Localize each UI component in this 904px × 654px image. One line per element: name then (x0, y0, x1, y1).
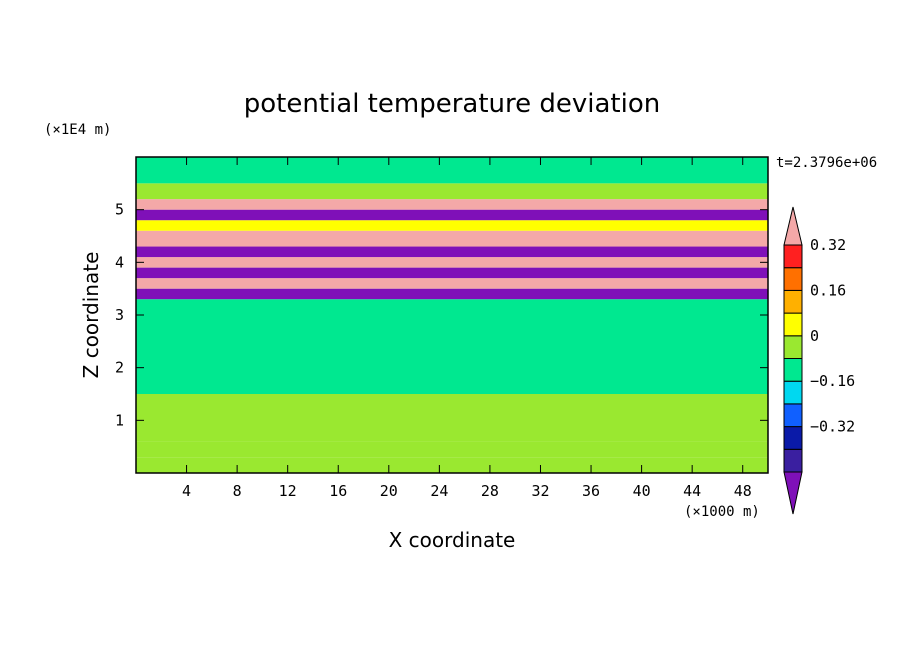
colorbar-tick-label: 0.16 (810, 281, 846, 299)
colorbar-swatch (783, 267, 803, 291)
heatmap-band (136, 394, 768, 442)
heatmap-band (136, 288, 768, 300)
heatmap-band (136, 267, 768, 279)
colorbar-swatch (783, 244, 803, 269)
colorbar-tick-label: −0.16 (810, 372, 855, 390)
x-tick-label: 12 (279, 482, 297, 500)
x-tick-label: 36 (582, 482, 600, 500)
heatmap-band (136, 457, 768, 473)
colorbar-swatch (783, 380, 803, 405)
y-axis: 1 2 3 4 5 (115, 201, 768, 429)
colorbar-swatch (783, 426, 803, 450)
x-tick-label: 24 (430, 482, 448, 500)
x-tick-label: 32 (531, 482, 549, 500)
y-axis-label: Z coordinate (79, 252, 103, 379)
colorbar-swatch (783, 358, 803, 382)
x-axis: 4 8 12 16 20 24 28 32 36 40 44 48 (182, 157, 752, 500)
heatmap-band (136, 278, 768, 289)
x-unit-label: (×1000 m) (684, 504, 760, 520)
time-label: t=2.3796e+06 (776, 155, 877, 171)
colorbar-max-triangle (783, 206, 803, 246)
heatmap-band (136, 299, 768, 394)
heatmap-band (136, 257, 768, 268)
y-tick-label: 4 (115, 253, 124, 271)
colorbar-min-triangle (783, 471, 803, 515)
x-tick-label: 20 (380, 482, 398, 500)
heatmap-band (136, 157, 768, 184)
heatmap-band (136, 441, 768, 458)
colorbar-swatch (783, 448, 803, 473)
x-tick-label: 44 (683, 482, 701, 500)
x-tick-label: 48 (734, 482, 752, 500)
heatmap-band (136, 199, 768, 210)
plot-area (136, 157, 768, 473)
x-axis-label: X coordinate (389, 528, 516, 552)
x-tick-label: 28 (481, 482, 499, 500)
colorbar-tick-label: 0.32 (810, 236, 846, 254)
y-tick-label: 5 (115, 201, 124, 219)
colorbar-tick-label: 0 (810, 327, 819, 345)
colorbar-tick-label: −0.32 (810, 418, 855, 436)
x-tick-label: 40 (633, 482, 651, 500)
colorbar: 0.32 0.16 0 −0.16 −0.32 (783, 206, 855, 515)
chart-title: potential temperature deviation (244, 89, 660, 119)
colorbar-swatch (783, 312, 803, 337)
y-tick-label: 1 (115, 411, 124, 429)
y-unit-label: (×1E4 m) (44, 122, 111, 138)
x-tick-label: 16 (329, 482, 347, 500)
colorbar-swatch (783, 289, 803, 314)
x-tick-label: 4 (182, 482, 191, 500)
y-tick-label: 3 (115, 306, 124, 324)
x-tick-label: 8 (233, 482, 242, 500)
heatmap-band (136, 183, 768, 200)
heatmap-band (136, 246, 768, 258)
y-tick-label: 2 (115, 359, 124, 377)
heatmap-band (136, 220, 768, 231)
colorbar-swatch (783, 335, 803, 359)
colorbar-swatch (783, 403, 803, 428)
heatmap-band (136, 230, 768, 247)
heatmap-band (136, 209, 768, 221)
